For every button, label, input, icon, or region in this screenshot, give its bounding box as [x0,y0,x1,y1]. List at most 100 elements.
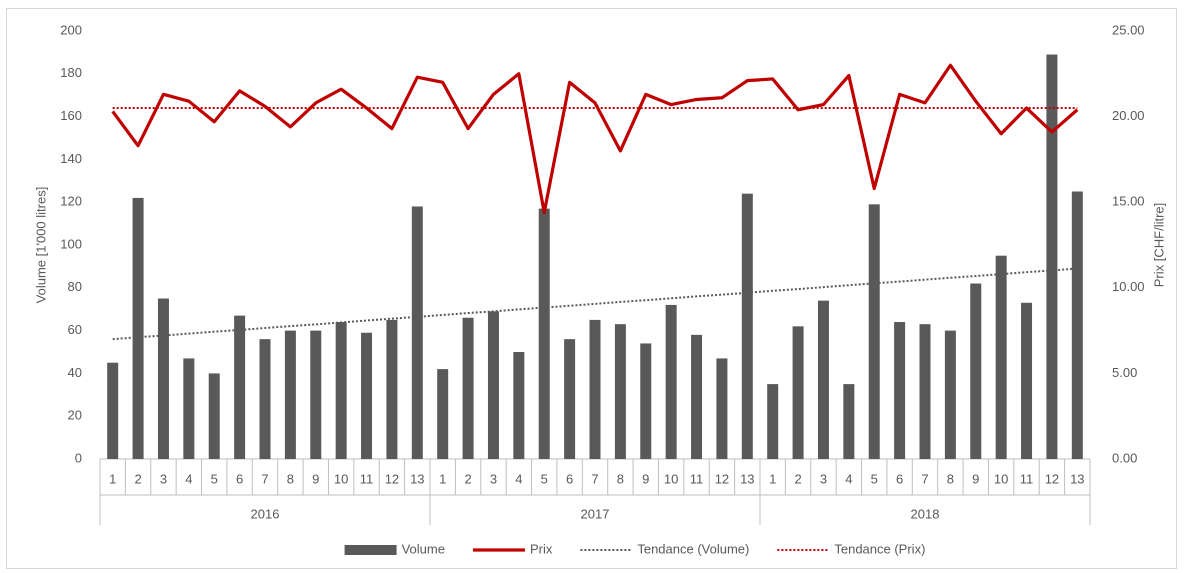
legend-label: Prix [530,541,553,556]
x-tick-label: 2 [134,471,141,486]
x-tick-label: 3 [820,471,827,486]
y-tick-label: 0 [75,450,82,465]
bar [614,324,626,459]
x-tick-label: 4 [185,471,192,486]
bar [767,384,779,459]
group-label: 2018 [911,506,940,521]
group-label: 2017 [581,506,610,521]
legend-label: Tendance (Prix) [834,541,925,556]
y2-tick-label: 5.00 [1112,365,1137,380]
bar [665,304,677,459]
x-tick-label: 7 [921,471,928,486]
x-tick-label: 1 [109,471,116,486]
bar [157,298,169,459]
bar [411,206,423,459]
x-tick-label: 4 [845,471,852,486]
x-tick-label: 10 [994,471,1008,486]
x-tick-label: 1 [439,471,446,486]
legend-label: Tendance (Volume) [637,541,749,556]
bar [487,311,499,459]
bar [335,322,347,459]
x-tick-label: 7 [591,471,598,486]
bar [107,362,119,459]
bar [944,330,956,459]
x-tick-label: 12 [385,471,399,486]
x-tick-label: 8 [947,471,954,486]
bar [691,334,703,459]
x-tick-label: 6 [236,471,243,486]
bar [1071,191,1083,459]
x-tick-label: 13 [410,471,424,486]
bar [741,193,753,459]
x-tick-label: 5 [211,471,218,486]
bar [132,197,144,460]
y-tick-label: 40 [68,365,82,380]
y-tick-label: 180 [60,65,82,80]
x-tick-label: 11 [690,471,704,486]
bar [995,255,1007,459]
y-tick-label: 160 [60,108,82,123]
price-line [111,63,1079,215]
chart-frame [6,8,1177,569]
x-tick-label: 9 [642,471,649,486]
y2-tick-label: 20.00 [1112,108,1145,123]
x-tick-label: 13 [740,471,754,486]
bar [462,317,474,459]
bar [1046,54,1058,459]
x-tick-label: 3 [490,471,497,486]
y2-tick-label: 25.00 [1112,22,1145,37]
bar [564,339,576,459]
bar [183,358,195,459]
x-tick-label: 10 [664,471,678,486]
y2-axis-title: Prix [CHF/litre] [1151,203,1166,288]
bar [208,373,220,459]
x-tick-label: 5 [871,471,878,486]
x-tick-label: 3 [160,471,167,486]
x-tick-label: 13 [1070,471,1084,486]
x-tick-label: 12 [1045,471,1059,486]
y2-tick-label: 15.00 [1112,194,1145,209]
x-tick-label: 2 [794,471,801,486]
x-tick-label: 4 [515,471,522,486]
bar [538,208,550,459]
bar [868,204,880,459]
trend-line [112,267,1078,341]
bar [716,358,728,459]
x-tick-label: 6 [896,471,903,486]
x-tick-label: 10 [334,471,348,486]
bar [259,339,271,459]
bar [970,283,982,459]
y-tick-label: 200 [60,22,82,37]
x-tick-label: 11 [1020,471,1034,486]
x-tick-label: 2 [464,471,471,486]
bar [284,330,296,459]
bar [310,330,322,459]
bar [817,300,829,459]
bar [437,369,449,459]
x-tick-label: 8 [617,471,624,486]
x-tick-label: 9 [972,471,979,486]
x-tick-label: 8 [287,471,294,486]
legend-swatch [344,545,397,555]
x-tick-label: 5 [541,471,548,486]
bar [640,343,652,459]
x-tick-label: 7 [261,471,268,486]
bar [361,332,373,459]
bar [843,384,855,459]
legend-label: Volume [402,541,445,556]
bar [589,319,601,459]
y2-tick-label: 0.00 [1112,450,1137,465]
bar [513,352,525,459]
y-tick-label: 100 [60,236,82,251]
x-tick-label: 11 [360,471,374,486]
x-tick-label: 12 [715,471,729,486]
y-tick-label: 120 [60,194,82,209]
x-tick-label: 6 [566,471,573,486]
y-tick-label: 60 [68,322,82,337]
bar [386,319,398,459]
bar [919,324,931,459]
x-tick-label: 9 [312,471,319,486]
y-tick-label: 80 [68,279,82,294]
y-tick-label: 20 [68,408,82,423]
